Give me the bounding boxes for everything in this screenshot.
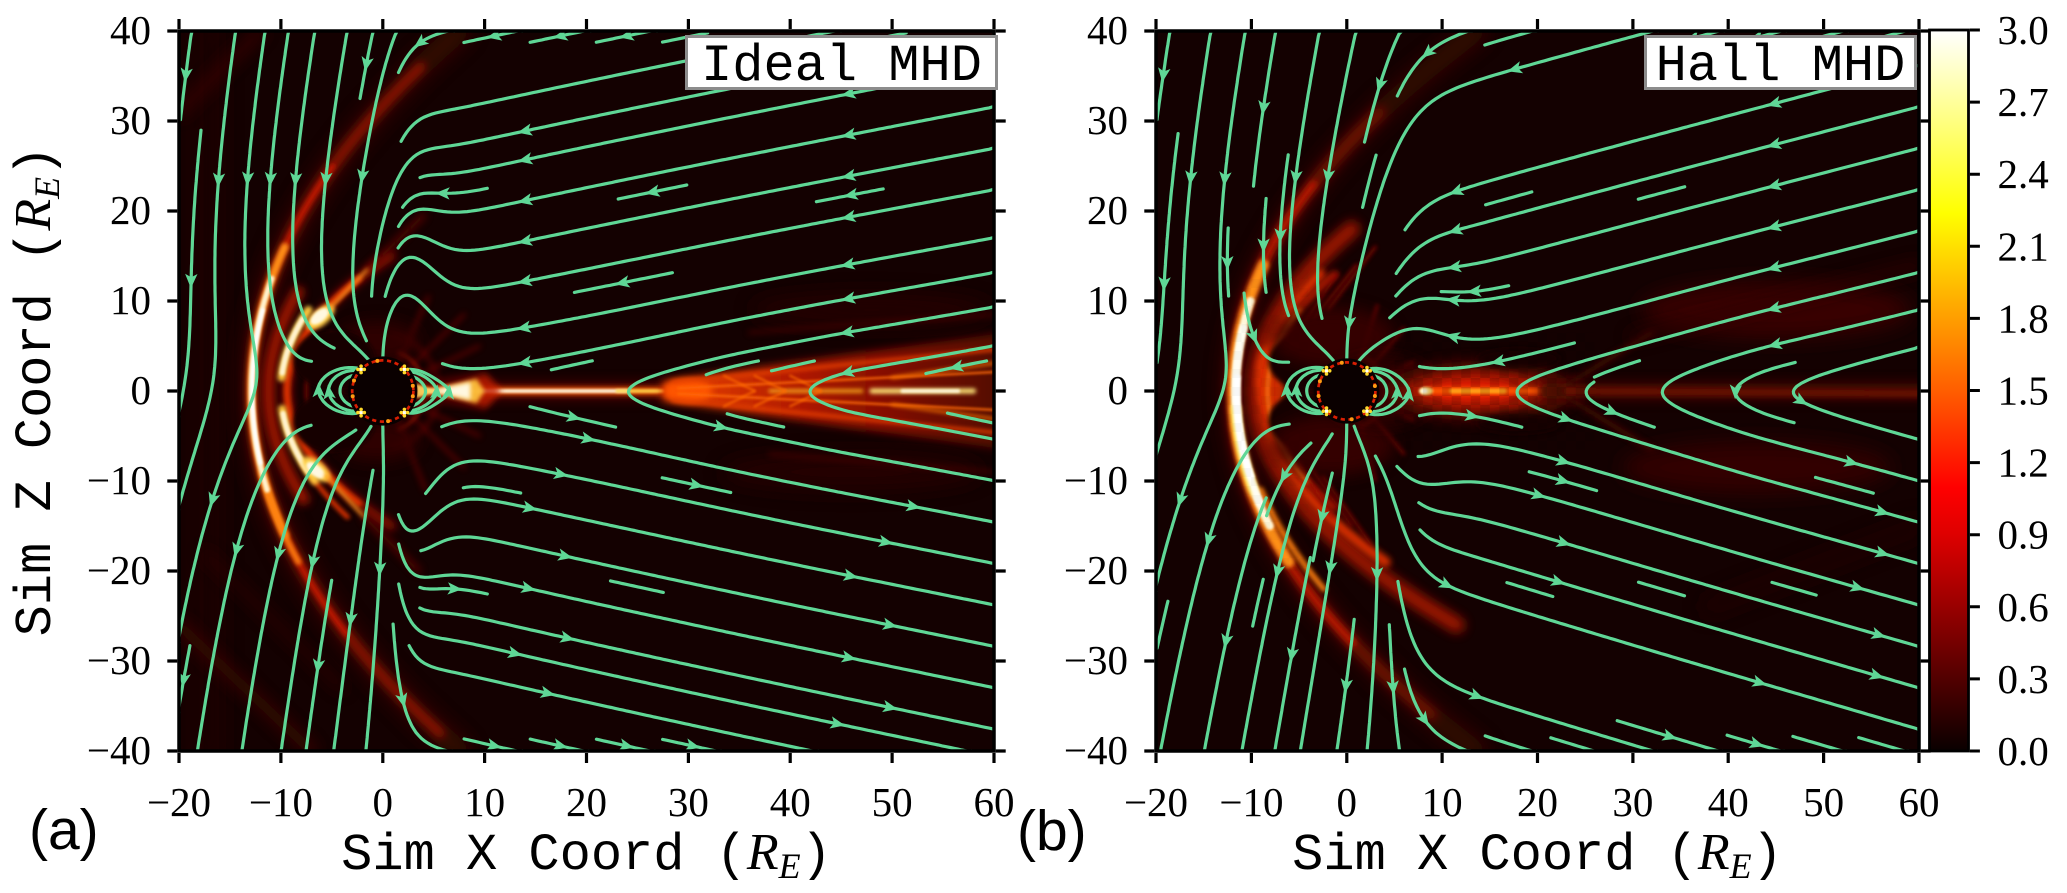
svg-text:(b): (b) <box>1017 799 1087 863</box>
svg-text:−10: −10 <box>87 457 151 503</box>
svg-text:1.8: 1.8 <box>1998 295 2049 341</box>
svg-text:40: 40 <box>1087 7 1128 53</box>
svg-text:0.3: 0.3 <box>1998 656 2049 702</box>
svg-text:20: 20 <box>110 187 151 233</box>
svg-text:−30: −30 <box>1064 637 1128 683</box>
svg-text:−30: −30 <box>87 637 151 683</box>
svg-text:2.4: 2.4 <box>1998 151 2049 197</box>
svg-text:2.7: 2.7 <box>1998 79 2049 125</box>
svg-text:0: 0 <box>1337 779 1358 825</box>
svg-text:60: 60 <box>974 779 1015 825</box>
svg-text:1.2: 1.2 <box>1998 440 2049 486</box>
svg-text:Hall MHD: Hall MHD <box>1656 37 1906 96</box>
svg-text:20: 20 <box>1087 187 1128 233</box>
svg-text:−20: −20 <box>1124 779 1188 825</box>
svg-text:0: 0 <box>1108 367 1129 413</box>
svg-text:−20: −20 <box>147 779 211 825</box>
svg-text:−20: −20 <box>87 547 151 593</box>
svg-text:2.1: 2.1 <box>1998 223 2049 269</box>
svg-text:Sim X Coord (RE): Sim X Coord (RE) <box>341 824 832 886</box>
svg-text:−10: −10 <box>249 779 313 825</box>
svg-text:0: 0 <box>373 779 394 825</box>
svg-text:Sim X Coord (RE): Sim X Coord (RE) <box>1292 824 1783 886</box>
svg-text:40: 40 <box>110 7 151 53</box>
svg-text:1.5: 1.5 <box>1998 368 2049 414</box>
svg-text:0.0: 0.0 <box>1998 728 2049 774</box>
svg-text:20: 20 <box>566 779 607 825</box>
svg-text:40: 40 <box>1708 779 1749 825</box>
svg-text:10: 10 <box>464 779 505 825</box>
svg-text:10: 10 <box>1087 277 1128 323</box>
svg-text:Ideal MHD: Ideal MHD <box>701 37 982 96</box>
svg-text:30: 30 <box>668 779 709 825</box>
svg-text:60: 60 <box>1899 779 1940 825</box>
svg-text:20: 20 <box>1517 779 1558 825</box>
svg-text:40: 40 <box>770 779 811 825</box>
svg-text:−10: −10 <box>1064 457 1128 503</box>
svg-text:50: 50 <box>872 779 913 825</box>
svg-text:0.9: 0.9 <box>1998 512 2049 558</box>
svg-text:(a): (a) <box>29 798 99 862</box>
svg-text:−10: −10 <box>1219 779 1283 825</box>
svg-text:0.6: 0.6 <box>1998 584 2049 630</box>
svg-text:30: 30 <box>1612 779 1653 825</box>
svg-text:3.0: 3.0 <box>1998 7 2049 53</box>
svg-text:10: 10 <box>1422 779 1463 825</box>
svg-text:30: 30 <box>1087 97 1128 143</box>
svg-text:0: 0 <box>131 367 152 413</box>
svg-text:50: 50 <box>1803 779 1844 825</box>
svg-text:−40: −40 <box>1064 727 1128 773</box>
svg-text:30: 30 <box>110 97 151 143</box>
svg-text:10: 10 <box>110 277 151 323</box>
svg-text:−20: −20 <box>1064 547 1128 593</box>
svg-text:Sim Z Coord (RE): Sim Z Coord (RE) <box>5 146 67 637</box>
svg-text:−40: −40 <box>87 727 151 773</box>
